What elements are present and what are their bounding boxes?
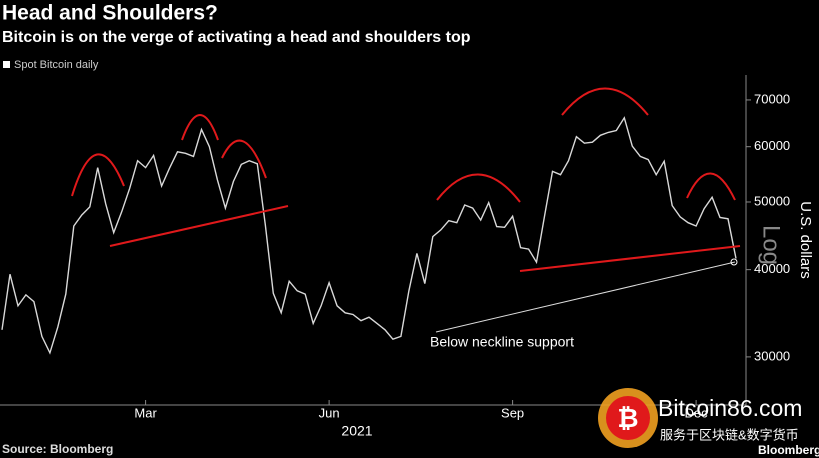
x-tick-label: Mar xyxy=(134,405,157,420)
watermark-tagline: 服务于区块链&数字货币 xyxy=(660,427,799,442)
x-tick-label: Dec xyxy=(685,405,709,420)
plot: 30000 40000 50000 60000 70000 Mar Jun Sep Dec xyxy=(1,91,790,420)
pattern-overlay xyxy=(71,87,741,272)
watermark-site: Bitcoin86.com xyxy=(658,395,802,421)
price-line xyxy=(1,116,737,355)
x-tick-label: Jun xyxy=(319,405,340,420)
watermark-symbol: ₿ xyxy=(617,403,638,433)
y-tick-label: 70000 xyxy=(754,91,790,106)
chart-subtitle: Bitcoin is on the verge of activating a … xyxy=(2,29,471,46)
source: Source: Bloomberg xyxy=(2,442,113,456)
x-tick-label: Sep xyxy=(501,405,524,420)
y-axis-label: U.S. dollars xyxy=(797,201,814,279)
support-line xyxy=(435,261,736,333)
y-tick-label: 60000 xyxy=(754,138,790,153)
annotation: Below neckline support xyxy=(430,334,574,350)
legend-label: Spot Bitcoin daily xyxy=(14,59,99,71)
brand: Bloomberg xyxy=(758,443,819,457)
end-marker xyxy=(730,258,738,266)
year-label: 2021 xyxy=(341,423,372,439)
watermark-logo-inner xyxy=(606,396,650,440)
legend-swatch xyxy=(3,61,10,68)
y-tick-label: 30000 xyxy=(754,348,790,363)
chart-title: Head and Shoulders? xyxy=(2,2,218,25)
y-tick-label: 50000 xyxy=(754,193,790,208)
y-tick-label: 40000 xyxy=(754,261,790,276)
scale-label: Log xyxy=(758,225,785,265)
